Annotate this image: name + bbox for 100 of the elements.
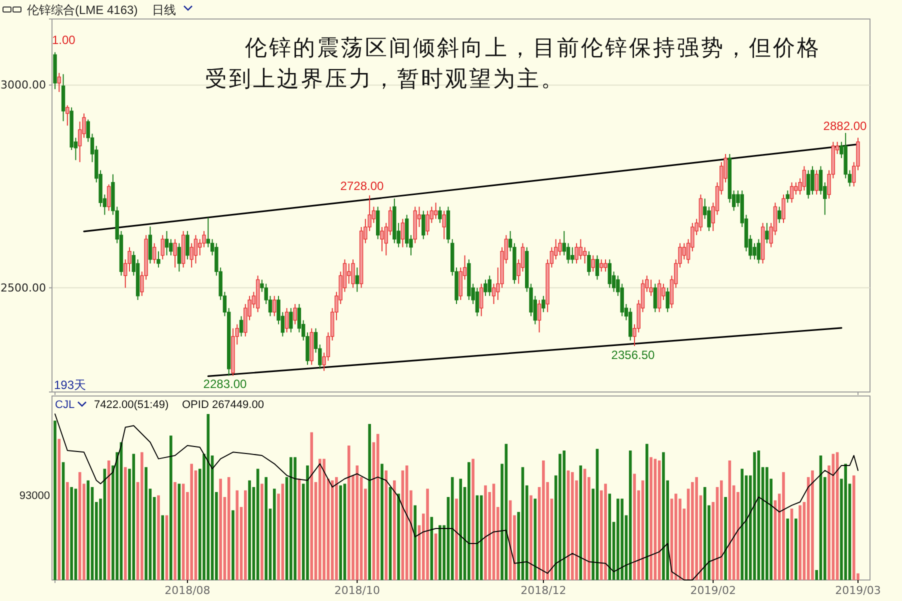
candlestick bbox=[558, 238, 562, 256]
bar bbox=[140, 452, 144, 580]
bar bbox=[674, 494, 678, 580]
candlestick bbox=[649, 279, 653, 296]
bar bbox=[368, 424, 371, 580]
bar bbox=[633, 474, 636, 580]
candlestick bbox=[66, 104, 70, 126]
candlestick bbox=[156, 250, 160, 268]
bar bbox=[798, 505, 802, 580]
bar bbox=[620, 498, 624, 580]
bar bbox=[414, 505, 417, 580]
candlestick bbox=[752, 242, 756, 260]
bar bbox=[322, 458, 326, 580]
candlestick bbox=[765, 222, 769, 244]
bar bbox=[650, 457, 652, 580]
bar bbox=[206, 414, 210, 580]
bar bbox=[70, 487, 73, 580]
candlestick bbox=[682, 242, 686, 260]
candlestick bbox=[297, 304, 302, 333]
bar bbox=[794, 518, 798, 580]
bar bbox=[335, 477, 338, 580]
bar bbox=[318, 458, 322, 580]
bar bbox=[786, 518, 790, 580]
candlestick bbox=[239, 316, 244, 337]
bar bbox=[393, 480, 396, 580]
bar bbox=[281, 484, 284, 580]
bar bbox=[66, 482, 69, 580]
candlestick bbox=[160, 234, 164, 260]
y-tick-label: 2500.00 bbox=[0, 281, 46, 294]
bar bbox=[844, 464, 847, 580]
bar bbox=[161, 515, 164, 580]
candlestick bbox=[587, 250, 591, 276]
candlestick bbox=[272, 295, 276, 317]
bar bbox=[132, 454, 136, 580]
candlestick bbox=[442, 210, 446, 240]
candlestick bbox=[206, 217, 210, 248]
candlestick bbox=[604, 258, 608, 272]
annotation: 2356.50 bbox=[611, 348, 656, 362]
bar bbox=[530, 495, 532, 580]
candlestick bbox=[542, 295, 546, 313]
bar bbox=[384, 470, 388, 580]
candlestick bbox=[608, 258, 612, 288]
bar bbox=[244, 490, 247, 580]
bar bbox=[174, 482, 176, 580]
bar bbox=[608, 494, 612, 580]
candlestick bbox=[351, 258, 355, 288]
candlestick bbox=[566, 242, 570, 264]
bar bbox=[740, 468, 744, 580]
candlestick bbox=[666, 287, 670, 313]
bar bbox=[426, 488, 429, 580]
bar bbox=[570, 472, 574, 580]
bar bbox=[86, 480, 90, 580]
candlestick bbox=[372, 206, 376, 224]
bar bbox=[662, 452, 665, 580]
candlestick bbox=[570, 246, 574, 264]
candlestick bbox=[380, 226, 384, 252]
bar bbox=[720, 480, 723, 580]
candlestick bbox=[537, 299, 542, 333]
bar bbox=[310, 432, 314, 580]
candlestick bbox=[434, 202, 438, 220]
candlestick bbox=[198, 238, 202, 256]
bar bbox=[347, 446, 350, 580]
candlestick bbox=[177, 242, 182, 272]
candlestick bbox=[400, 218, 405, 248]
annotation: 193天 bbox=[54, 378, 86, 392]
candlestick bbox=[438, 206, 442, 224]
annotation: 2283.00 bbox=[203, 377, 248, 391]
bar bbox=[534, 498, 537, 580]
bar bbox=[376, 434, 380, 580]
candlestick bbox=[818, 166, 823, 196]
candlestick bbox=[355, 267, 360, 292]
bar bbox=[306, 465, 309, 580]
annotation: 2728.00 bbox=[340, 179, 384, 193]
x-tick-label: 2018/12 bbox=[520, 584, 566, 597]
candlestick bbox=[574, 242, 578, 264]
candlestick bbox=[782, 194, 786, 224]
bar bbox=[468, 462, 470, 580]
candlestick bbox=[492, 283, 496, 305]
bar bbox=[190, 464, 193, 580]
candlestick bbox=[810, 166, 814, 196]
candlestick bbox=[520, 242, 525, 272]
candlestick bbox=[426, 210, 430, 236]
candlestick bbox=[173, 238, 177, 268]
bar bbox=[290, 457, 292, 580]
text: 93000 bbox=[19, 490, 50, 502]
bar bbox=[852, 475, 856, 580]
bar bbox=[272, 488, 276, 580]
bar bbox=[753, 452, 756, 580]
bar bbox=[542, 460, 545, 580]
candlestick bbox=[591, 254, 595, 272]
bar bbox=[232, 510, 234, 580]
candlestick bbox=[164, 230, 169, 256]
bar bbox=[124, 467, 127, 580]
bar bbox=[703, 487, 706, 580]
candlestick bbox=[554, 238, 558, 260]
candlestick bbox=[78, 121, 82, 163]
bar bbox=[264, 477, 268, 580]
candlestick bbox=[484, 279, 488, 296]
candlestick bbox=[475, 287, 480, 317]
bar bbox=[380, 464, 384, 580]
